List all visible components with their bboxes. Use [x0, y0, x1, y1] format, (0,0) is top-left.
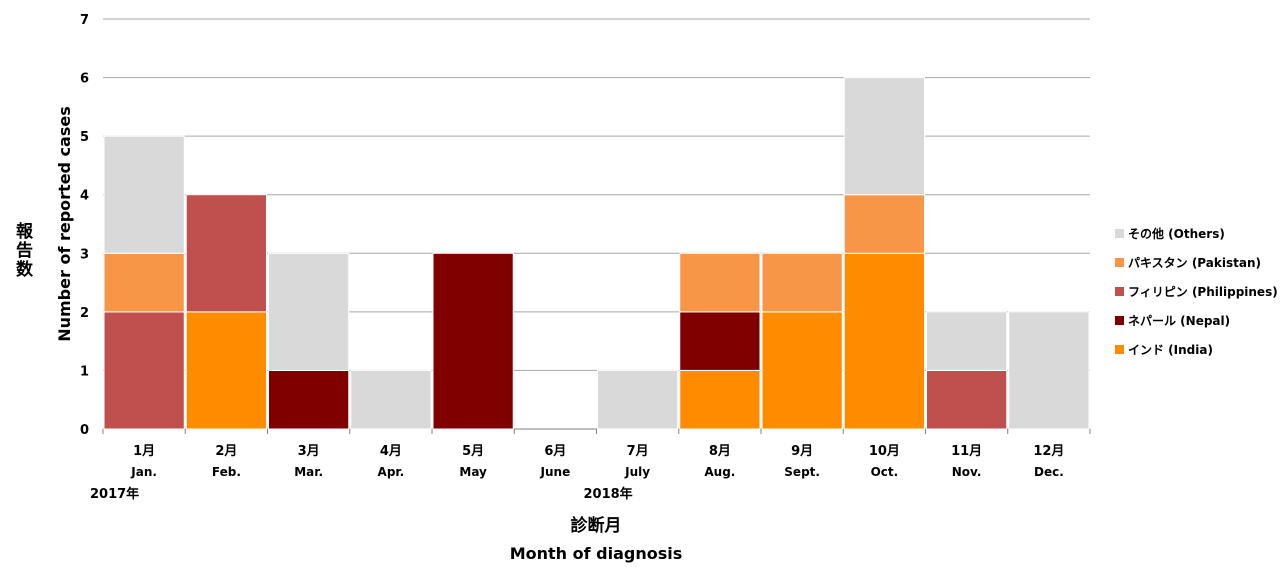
y-tick-label: 2 — [80, 306, 89, 321]
y-tick-label: 7 — [80, 13, 89, 28]
x-tick-label-jp: 10月 — [869, 444, 900, 459]
x-tick-label-en: Aug. — [704, 465, 735, 479]
x-tick-label-jp: 7月 — [627, 444, 649, 459]
bar-segment — [761, 311, 843, 430]
x-tick-label-en: Oct. — [871, 465, 899, 479]
legend-label: フィリピン (Philippines) — [1128, 285, 1278, 299]
x-tick-label-jp: 3月 — [298, 444, 320, 459]
legend-swatch — [1115, 316, 1124, 325]
x-tick-labels: 1月 Jan. 2月 Feb. 3月 Mar. 4月 Apr. 5月 May 6月 June 7月 Jul… — [102, 429, 1091, 479]
bar-segment — [843, 252, 925, 430]
bar-segment — [679, 311, 761, 371]
bar-segment — [350, 369, 432, 430]
y-tick-label: 5 — [80, 130, 89, 145]
x-tick-label-jp: 1月 — [133, 444, 155, 459]
y-tick-label: 1 — [80, 364, 89, 379]
y-tick-label: 3 — [80, 247, 89, 262]
bar-segment — [926, 369, 1008, 430]
x-tick-label-en: July — [624, 465, 650, 479]
legend: その他 (Others) パキスタン (Pakistan) フィリピン (Phili… — [1115, 226, 1278, 357]
legend-label: ネパール (Nepal) — [1128, 314, 1230, 328]
bar-segment — [103, 311, 185, 430]
x-tick-label-jp: 4月 — [380, 444, 402, 459]
x-tick-label-jp: 11月 — [951, 444, 982, 459]
x-tick-label-jp: 9月 — [791, 444, 813, 459]
legend-label: その他 (Others) — [1128, 226, 1225, 241]
bar-segment — [185, 194, 267, 313]
y-tick-label: 6 — [80, 72, 89, 87]
legend-label: インド (India) — [1128, 343, 1213, 357]
bar-segment — [432, 252, 514, 430]
bars — [103, 77, 1090, 430]
bar-segment — [268, 252, 350, 371]
x-tick-label-en: Nov. — [952, 465, 982, 479]
bar-segment — [185, 311, 267, 430]
legend-swatch — [1115, 287, 1124, 296]
bar-segment — [268, 369, 350, 430]
legend-label: パキスタン (Pakistan) — [1128, 256, 1261, 270]
bar-segment — [597, 369, 679, 430]
y-axis-label-jp: 報告数 — [12, 221, 33, 279]
x-tick-label-en: Dec. — [1034, 465, 1064, 479]
legend-swatch — [1115, 229, 1124, 238]
bar-segment — [1008, 311, 1090, 430]
y-tick-labels: 0 1 2 3 4 5 6 7 — [80, 13, 89, 438]
x-tick-label-jp: 12月 — [1033, 444, 1064, 459]
bar-segment — [679, 369, 761, 430]
x-tick-label-en: May — [459, 465, 487, 479]
x-tick-label-en: June — [540, 465, 571, 479]
y-tick-label: 0 — [80, 423, 89, 438]
legend-swatch — [1115, 258, 1124, 267]
x-axis-label-en: Month of diagnosis — [510, 544, 683, 563]
bar-segment — [679, 252, 761, 313]
x-tick-label-en: Sept. — [784, 465, 820, 479]
x-tick-label-jp: 5月 — [462, 444, 484, 459]
legend-swatch — [1115, 345, 1124, 354]
gridlines — [103, 18, 1090, 430]
x-tick-label-jp: 2月 — [215, 444, 237, 459]
bar-segment — [761, 252, 843, 313]
bar-segment — [926, 311, 1008, 371]
x-tick-label-jp: 8月 — [709, 444, 731, 459]
x-tick-label-en: Feb. — [212, 465, 241, 479]
bar-segment — [843, 194, 925, 254]
x-axis-label-jp: 診断月 — [571, 515, 622, 536]
bar-segment — [103, 252, 185, 313]
year-label: 2017年 — [90, 486, 139, 502]
x-tick-label-en: Jan. — [130, 465, 157, 479]
year-labels: 2017年 2018年 — [90, 486, 633, 502]
x-tick-label-en: Apr. — [378, 465, 405, 479]
year-label: 2018年 — [584, 486, 633, 502]
y-tick-label: 4 — [80, 189, 89, 204]
bar-segment — [843, 77, 925, 196]
y-axis-label-en: Number of reported cases — [55, 106, 74, 342]
bar-segment — [103, 135, 185, 254]
x-tick-label-en: Mar. — [294, 465, 323, 479]
x-tick-label-jp: 6月 — [544, 444, 566, 459]
